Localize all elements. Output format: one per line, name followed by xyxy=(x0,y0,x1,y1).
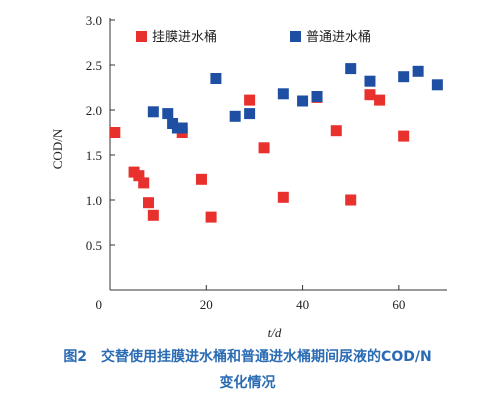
data-point xyxy=(345,194,357,206)
y-tick-label: 0.5 xyxy=(86,238,102,253)
data-point xyxy=(345,63,357,75)
data-point xyxy=(195,173,207,185)
legend-item: 挂膜进水桶 xyxy=(136,30,217,45)
data-point xyxy=(431,79,443,91)
data-points xyxy=(109,63,443,223)
data-point xyxy=(210,73,222,84)
y-tick-label: 3.0 xyxy=(86,13,102,28)
data-point xyxy=(229,110,241,122)
x-axis-label: t/d xyxy=(268,325,282,340)
data-point xyxy=(162,108,174,120)
caption-line-2: 变化情况 xyxy=(219,375,276,391)
y-tick-label: 1.0 xyxy=(86,193,102,208)
data-point xyxy=(374,94,386,106)
data-point xyxy=(330,125,342,137)
data-point xyxy=(147,209,159,221)
series-2 xyxy=(147,63,443,134)
y-tick-label: 2.5 xyxy=(86,58,102,73)
data-point xyxy=(143,197,155,209)
data-point xyxy=(244,108,256,120)
y-tick-label: 1.5 xyxy=(86,148,102,163)
data-point xyxy=(364,75,376,87)
data-point xyxy=(133,170,145,182)
data-point xyxy=(277,88,289,100)
legend: 挂膜进水桶 普通进水桶 xyxy=(136,30,371,45)
axes: 0.5 1.0 1.5 2.0 2.5 3.0 0 20 40 60 t/d COD/N xyxy=(50,13,447,340)
data-point xyxy=(109,127,121,138)
data-point xyxy=(364,89,376,101)
legend-marker xyxy=(290,31,301,42)
x-tick-label: 40 xyxy=(296,297,309,312)
data-point xyxy=(311,91,323,102)
legend-label: 普通进水桶 xyxy=(306,30,371,45)
data-point xyxy=(258,142,270,154)
data-point xyxy=(398,71,410,83)
y-tick-label: 2.0 xyxy=(86,103,102,118)
x-tick-label: 20 xyxy=(200,297,213,312)
data-point xyxy=(138,177,150,189)
x-tick-label: 60 xyxy=(392,297,405,312)
caption-line-1: 图2 交替使用挂膜进水桶和普通进水桶期间尿液的COD/N xyxy=(63,349,432,365)
legend-label: 挂膜进水桶 xyxy=(152,30,217,45)
legend-item: 普通进水桶 xyxy=(290,30,371,45)
data-point xyxy=(277,191,289,203)
figure-caption: 图2 交替使用挂膜进水桶和普通进水桶期间尿液的COD/N 变化情况 xyxy=(0,344,495,396)
data-point xyxy=(244,94,256,106)
x-tick-label: 0 xyxy=(96,297,103,312)
data-point xyxy=(412,65,424,77)
data-point xyxy=(176,122,188,134)
legend-marker xyxy=(136,31,147,42)
data-point xyxy=(205,211,217,223)
data-point xyxy=(147,106,159,118)
y-axis-label: COD/N xyxy=(50,128,65,169)
data-point xyxy=(297,95,309,107)
data-point xyxy=(398,130,410,142)
